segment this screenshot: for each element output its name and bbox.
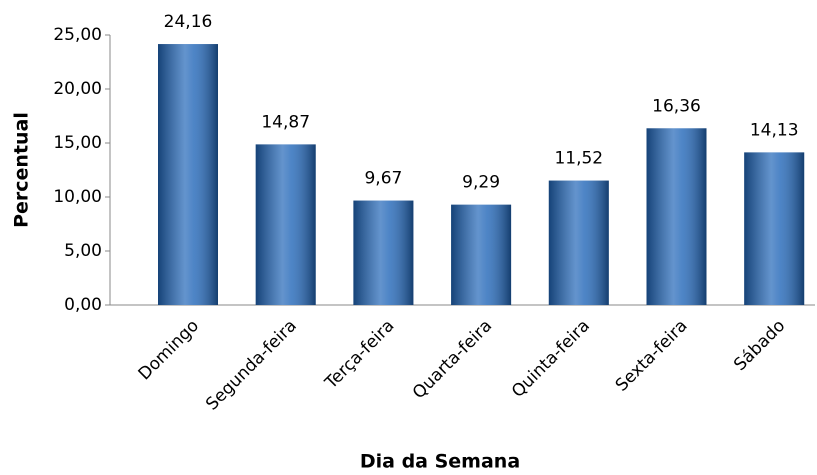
value-label: 14,87 (261, 112, 310, 132)
bar-shading (451, 204, 512, 305)
value-label: 24,16 (164, 12, 213, 32)
y-tick-label: 0,00 (64, 295, 102, 315)
y-axis-title: Percentual (11, 112, 33, 228)
x-tick-label: Sábado (730, 316, 789, 375)
x-tick-label: Domingo (135, 316, 203, 384)
value-label: 9,29 (462, 173, 500, 193)
y-tick-label: 25,00 (53, 25, 102, 45)
bar-shading (646, 128, 707, 305)
x-tick-label: Quarta-feira (409, 316, 496, 403)
value-label: 11,52 (554, 149, 603, 169)
bar-shading (255, 144, 316, 305)
bar-shading (158, 44, 218, 306)
bar-shading (353, 200, 414, 305)
x-tick-label: Segunda-feira (202, 316, 301, 415)
x-tick-label: Quinta-feira (508, 316, 594, 402)
value-label: 16,36 (652, 96, 701, 116)
bar-shading (548, 180, 609, 305)
x-tick-label: Terça-feira (321, 316, 399, 394)
y-tick-label: 15,00 (53, 133, 102, 153)
x-axis-title: Dia da Semana (360, 451, 520, 473)
y-tick-label: 10,00 (53, 187, 102, 207)
x-tick-label: Sexta-feira (612, 316, 692, 396)
y-tick-label: 20,00 (53, 79, 102, 99)
value-label: 14,13 (750, 120, 799, 140)
bar-shading (744, 152, 805, 305)
y-tick-label: 5,00 (64, 241, 102, 261)
value-label: 9,67 (364, 169, 402, 189)
